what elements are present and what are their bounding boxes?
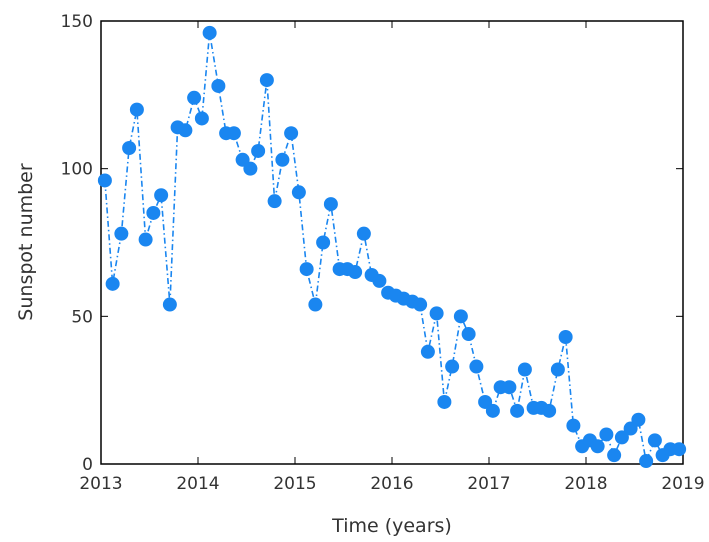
x-tick-label: 2017 xyxy=(467,474,510,494)
data-point xyxy=(275,152,290,167)
x-tick-label: 2019 xyxy=(661,474,704,494)
data-point xyxy=(129,102,144,117)
data-markers xyxy=(97,25,687,469)
data-point xyxy=(614,430,629,445)
data-point xyxy=(453,309,468,324)
data-point xyxy=(558,330,573,345)
data-point xyxy=(194,111,209,126)
data-point xyxy=(259,73,274,88)
data-point xyxy=(146,205,161,220)
data-point xyxy=(429,306,444,321)
x-tick-label: 2018 xyxy=(564,474,607,494)
data-point xyxy=(178,123,193,138)
data-point xyxy=(154,188,169,203)
data-point xyxy=(162,297,177,312)
axis-ticks xyxy=(100,20,684,465)
data-point xyxy=(299,262,314,277)
y-tick-label: 100 xyxy=(61,160,93,180)
data-point xyxy=(607,448,622,463)
data-point xyxy=(308,297,323,312)
data-point xyxy=(437,394,452,409)
data-point xyxy=(599,427,614,442)
data-point xyxy=(485,403,500,418)
data-point xyxy=(323,197,338,212)
data-point xyxy=(647,433,662,448)
data-point xyxy=(639,454,654,469)
data-point xyxy=(590,439,605,454)
x-tick-labels: 2013 2014 2015 2016 2017 2018 2019 xyxy=(79,474,704,494)
data-point xyxy=(672,442,687,457)
plot-area xyxy=(100,20,684,465)
data-point xyxy=(348,265,363,280)
data-point xyxy=(550,362,565,377)
y-axis-label: Sunspot number xyxy=(15,163,37,321)
y-tick-label: 50 xyxy=(71,307,93,327)
data-point xyxy=(267,194,282,209)
data-point xyxy=(631,412,646,427)
data-point xyxy=(291,185,306,200)
y-tick-label: 0 xyxy=(82,455,93,475)
data-point xyxy=(445,359,460,374)
data-point xyxy=(469,359,484,374)
x-tick-label: 2013 xyxy=(79,474,122,494)
data-point xyxy=(138,232,153,247)
data-point xyxy=(251,143,266,158)
data-point xyxy=(122,140,137,155)
data-point xyxy=(413,297,428,312)
x-tick-label: 2014 xyxy=(176,474,219,494)
x-tick-label: 2016 xyxy=(370,474,413,494)
data-point xyxy=(542,403,557,418)
data-point xyxy=(211,78,226,93)
data-point xyxy=(202,25,217,40)
x-axis-label: Time (years) xyxy=(331,515,452,537)
data-point xyxy=(372,273,387,288)
data-point xyxy=(510,403,525,418)
data-point xyxy=(461,327,476,342)
y-tick-labels: 0 50 100 150 xyxy=(61,12,93,475)
data-point xyxy=(284,126,299,141)
x-tick-label: 2015 xyxy=(273,474,316,494)
data-point xyxy=(243,161,258,176)
data-point xyxy=(105,276,120,291)
data-point xyxy=(97,173,112,188)
data-point xyxy=(187,90,202,105)
data-point xyxy=(517,362,532,377)
data-point xyxy=(502,380,517,395)
data-point xyxy=(356,226,371,241)
data-point xyxy=(226,126,241,141)
data-point xyxy=(420,344,435,359)
y-tick-label: 150 xyxy=(61,12,93,32)
data-point xyxy=(566,418,581,433)
data-point xyxy=(316,235,331,250)
data-point xyxy=(114,226,129,241)
